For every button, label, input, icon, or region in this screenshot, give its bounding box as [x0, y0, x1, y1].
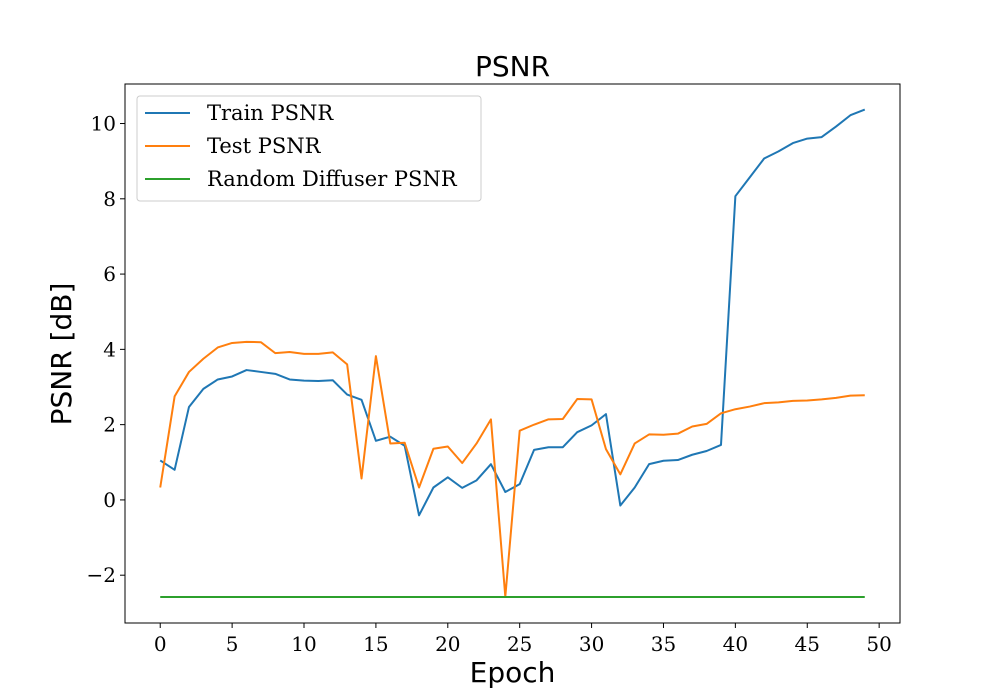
plot-frame	[124, 83, 901, 624]
x-tick-label: 30	[579, 632, 604, 656]
x-tick-label: 0	[154, 632, 167, 656]
y-tick-label: 4	[103, 337, 116, 361]
x-tick-label: 10	[291, 632, 316, 656]
legend-box	[136, 95, 482, 202]
x-tick-label: 45	[795, 632, 820, 656]
series-line-train-psnr	[159, 108, 866, 517]
legend-label-random-diffuser-psnr: Random Diffuser PSNR	[207, 167, 458, 191]
axis-ticks: 0 5 10 15 20 25 30 35 40 45 50 −2 0 2 4 6 8 10	[87, 112, 892, 656]
y-tick-label: 8	[103, 187, 116, 211]
x-tick-label: 50	[866, 632, 891, 656]
y-axis-label: PSNR [dB]	[45, 283, 78, 426]
chart-title: PSNR	[475, 50, 550, 83]
x-tick-label: 5	[226, 632, 239, 656]
y-tick-label: 0	[103, 488, 116, 512]
legend-label-test-psnr: Test PSNR	[207, 134, 322, 158]
x-tick-label: 35	[651, 632, 676, 656]
x-tick-label: 20	[435, 632, 460, 656]
x-tick-label: 25	[507, 632, 532, 656]
y-tick-label: 10	[91, 112, 116, 136]
y-tick-label: 6	[103, 262, 116, 286]
x-axis-label: Epoch	[470, 656, 556, 689]
y-tick-label: −2	[87, 563, 116, 587]
y-tick-label: 2	[103, 413, 116, 437]
legend: Train PSNR Test PSNR Random Diffuser PSNR	[136, 95, 482, 202]
x-tick-label: 40	[723, 632, 748, 656]
x-tick-label: 15	[363, 632, 388, 656]
series-lines	[159, 108, 866, 599]
series-line-test-psnr	[159, 340, 865, 598]
legend-label-train-psnr: Train PSNR	[207, 101, 334, 125]
